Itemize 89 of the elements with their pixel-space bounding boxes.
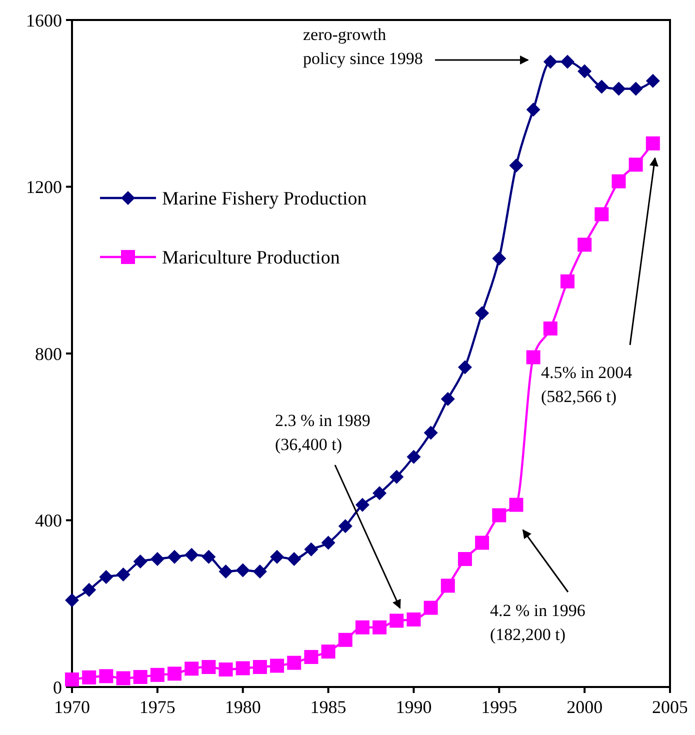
legend-label: Marine Fishery Production [162, 188, 368, 210]
point [612, 82, 626, 96]
legend-label: Mariculture Production [162, 248, 340, 269]
annotation: 2.3 % in 1989 (36,400 t) [275, 411, 370, 454]
x-tick-label: 1970 [54, 697, 90, 717]
point [424, 600, 438, 615]
point [270, 550, 284, 564]
point [304, 650, 318, 664]
point [236, 563, 250, 578]
annotation: 4.5% in 2004 (582,566 t) [541, 363, 633, 406]
point [390, 470, 404, 484]
point [184, 548, 199, 562]
point [304, 542, 318, 556]
point [424, 426, 438, 440]
point [82, 670, 96, 684]
point [578, 64, 592, 78]
point [406, 450, 421, 464]
annotation: zero-growth policy since 1998 [303, 25, 423, 68]
x-tick-label: 1985 [310, 697, 346, 717]
point [321, 644, 336, 659]
point [99, 570, 114, 584]
point [646, 74, 660, 88]
point [65, 593, 79, 608]
point [252, 564, 267, 579]
point [594, 207, 609, 222]
point [355, 620, 370, 634]
y-tick-label: 1600 [26, 10, 62, 30]
point [458, 360, 472, 374]
x-tick-label: 1995 [481, 697, 518, 717]
y-tick-label: 1200 [26, 177, 62, 198]
point [406, 612, 421, 626]
point [338, 632, 352, 647]
point [355, 498, 370, 512]
point [475, 536, 490, 550]
point [560, 54, 574, 69]
point [321, 536, 336, 550]
point [594, 80, 609, 94]
point [440, 392, 455, 406]
point [218, 564, 233, 579]
point [543, 321, 558, 336]
point [133, 670, 148, 684]
point [150, 552, 164, 566]
y-tick-label: 800 [35, 344, 62, 364]
point [560, 274, 574, 288]
point [184, 662, 199, 676]
point [492, 508, 506, 522]
point [543, 54, 558, 69]
point [116, 567, 130, 582]
point [372, 486, 387, 500]
point [440, 578, 455, 593]
x-tick-label: 2005 [652, 697, 688, 717]
y-tick-label: 400 [35, 510, 62, 531]
point [509, 498, 524, 512]
point [509, 158, 524, 172]
point [372, 620, 387, 634]
point [150, 668, 164, 682]
point [390, 614, 404, 628]
point [475, 306, 490, 320]
y-tick-label: 0 [53, 677, 62, 698]
point [133, 554, 148, 569]
point [628, 82, 643, 96]
point [82, 582, 96, 597]
point [236, 661, 250, 676]
point [287, 552, 302, 566]
point [526, 350, 540, 364]
point [287, 656, 302, 670]
point [116, 671, 130, 686]
x-tick-label: 2000 [566, 697, 603, 717]
x-tick-label: 1975 [139, 697, 176, 717]
annotation: 4.2 % in 1996 (182,200 t) [490, 601, 586, 644]
point [168, 550, 182, 564]
x-tick-label: 1990 [396, 697, 432, 717]
point [65, 672, 79, 686]
point [270, 658, 284, 673]
point [578, 238, 592, 252]
point [202, 660, 216, 674]
point [202, 550, 216, 564]
point [526, 102, 540, 117]
point [99, 669, 114, 684]
point [646, 136, 660, 150]
point [628, 158, 643, 172]
point [252, 660, 267, 674]
point [458, 552, 472, 566]
point [612, 174, 626, 188]
point [218, 662, 233, 676]
point [168, 666, 182, 681]
point [492, 251, 506, 266]
x-tick-label: 1980 [224, 697, 261, 717]
point [338, 519, 352, 534]
